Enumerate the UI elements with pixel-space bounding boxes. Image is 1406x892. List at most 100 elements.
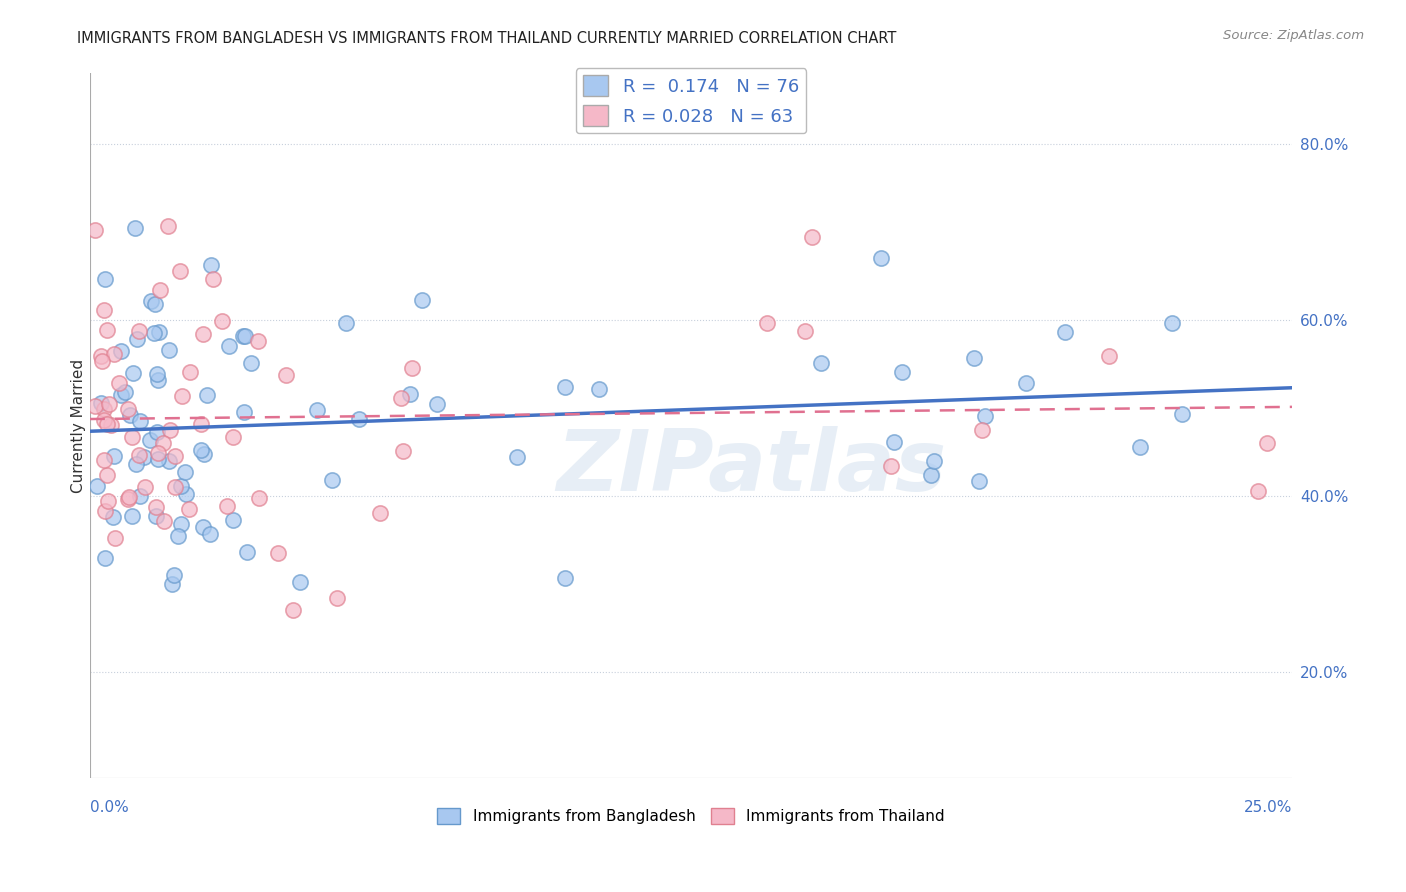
Point — [756, 316, 779, 330]
Point — [153, 514, 176, 528]
Point — [157, 343, 180, 358]
Point — [307, 403, 329, 417]
Point — [170, 479, 193, 493]
Point — [920, 467, 942, 482]
Point — [108, 376, 131, 390]
Point — [148, 325, 170, 339]
Point — [128, 448, 150, 462]
Point — [104, 532, 127, 546]
Point — [177, 501, 200, 516]
Point — [967, 474, 990, 488]
Point — [134, 480, 156, 494]
Point — [211, 314, 233, 328]
Point — [97, 494, 120, 508]
Point — [193, 520, 215, 534]
Point — [86, 479, 108, 493]
Point — [148, 452, 170, 467]
Point — [162, 567, 184, 582]
Point — [124, 221, 146, 235]
Point — [122, 366, 145, 380]
Point — [143, 326, 166, 340]
Point — [167, 529, 190, 543]
Point — [1129, 440, 1152, 454]
Point — [110, 343, 132, 358]
Point — [401, 361, 423, 376]
Point — [200, 258, 222, 272]
Point — [139, 293, 162, 308]
Point — [222, 430, 245, 444]
Point — [232, 328, 254, 343]
Point — [347, 411, 370, 425]
Point — [326, 591, 349, 605]
Point — [801, 229, 824, 244]
Point — [90, 395, 112, 409]
Point — [170, 516, 193, 531]
Point — [247, 334, 270, 349]
Point — [1015, 376, 1038, 390]
Legend: R =  0.174   N = 76, R = 0.028   N = 63: R = 0.174 N = 76, R = 0.028 N = 63 — [575, 68, 806, 133]
Point — [96, 417, 118, 432]
Point — [91, 353, 114, 368]
Point — [157, 454, 180, 468]
Point — [146, 373, 169, 387]
Point — [411, 293, 433, 307]
Point — [222, 513, 245, 527]
Point — [972, 424, 994, 438]
Point — [110, 388, 132, 402]
Point — [93, 550, 115, 565]
Point — [117, 491, 139, 506]
Point — [389, 391, 412, 405]
Point — [114, 385, 136, 400]
Point — [103, 347, 125, 361]
Point — [290, 574, 312, 589]
Point — [165, 449, 187, 463]
Point — [163, 480, 186, 494]
Point — [1246, 484, 1268, 499]
Point — [160, 576, 183, 591]
Point — [145, 500, 167, 514]
Point — [202, 271, 225, 285]
Point — [93, 302, 115, 317]
Point — [145, 425, 167, 439]
Point — [554, 380, 576, 394]
Point — [103, 450, 125, 464]
Point — [1098, 349, 1121, 363]
Point — [426, 397, 449, 411]
Point — [156, 219, 179, 234]
Text: Source: ZipAtlas.com: Source: ZipAtlas.com — [1223, 29, 1364, 42]
Point — [368, 506, 391, 520]
Point — [197, 387, 219, 401]
Y-axis label: Currently Married: Currently Married — [72, 359, 86, 492]
Point — [118, 490, 141, 504]
Point — [247, 491, 270, 506]
Point — [129, 414, 152, 428]
Point — [174, 486, 197, 500]
Point — [399, 387, 422, 401]
Point — [198, 527, 221, 541]
Point — [963, 351, 986, 365]
Point — [506, 450, 529, 465]
Point — [232, 405, 254, 419]
Point — [1170, 407, 1192, 421]
Point — [101, 509, 124, 524]
Point — [149, 283, 172, 297]
Point — [128, 325, 150, 339]
Point — [793, 324, 815, 338]
Point — [169, 264, 191, 278]
Point — [1053, 325, 1076, 339]
Point — [233, 329, 256, 343]
Point — [554, 571, 576, 585]
Point — [83, 223, 105, 237]
Point — [890, 365, 912, 379]
Point — [218, 339, 240, 353]
Point — [190, 442, 212, 457]
Point — [83, 399, 105, 413]
Point — [152, 436, 174, 450]
Point — [191, 327, 214, 342]
Point — [94, 272, 117, 286]
Point — [143, 297, 166, 311]
Point — [880, 459, 903, 474]
Point — [145, 368, 167, 382]
Point — [236, 544, 259, 558]
Point — [217, 499, 239, 513]
